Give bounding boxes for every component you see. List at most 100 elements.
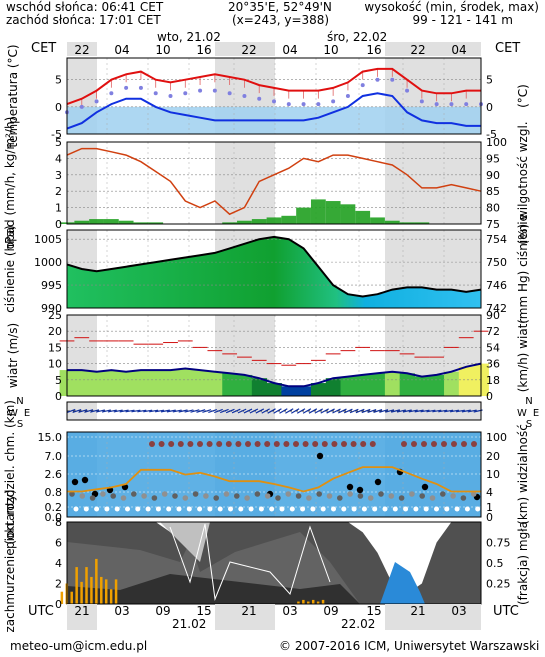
fog-bar-16-0 [297,601,300,604]
wdir-arrow-47 [343,408,353,414]
wind-right-tick-5: 0 [486,390,493,403]
cloudbase-high-dot-1 [158,441,165,447]
vis-left-tick-1: 7.0 [45,450,63,463]
perceived-point-20 [360,83,365,88]
wdir-arrow-29 [237,408,247,414]
precip-bar-18 [325,201,341,224]
wind-bar-25 [429,374,445,396]
tz-label-right: CET [495,41,520,56]
cloudbase-ground-dot-30 [382,506,388,512]
wind-right-tick-3: 36 [486,358,500,371]
fog-bar-16-2 [307,601,310,604]
cloudbase-ground-dot-8 [155,506,161,512]
cloudbase-mid-dot-11 [182,495,189,501]
temp-left-tick-1: 0 [55,101,62,114]
perceived-point-5 [138,85,143,90]
cloudbase-high-dot-19 [331,441,338,447]
top-tick-3: 16 [196,43,211,57]
compass-n-1: N [525,396,532,407]
footer-email[interactable]: meteo-um@icm.edu.pl [10,639,148,653]
cloudbase-ground-dot-37 [454,506,460,512]
compass-s-1: S [526,419,532,430]
temp-left-tick-2: -5 [51,128,62,141]
cloudbase-ground-dot-29 [372,506,378,512]
prec-left-tick-4: 1 [55,202,62,215]
perceived-point-19 [345,94,350,98]
precip-bar-2 [89,219,104,224]
wdir-arrow-3 [84,409,94,413]
cloudbase-ground-dot-26 [341,506,347,512]
precip-bar-14 [266,217,282,224]
cloudbase-ground-dot-31 [392,506,398,512]
cloud-left-tick-2: 4 [55,557,62,570]
cloudbase-low-dot-11 [421,483,429,491]
precip-bar-19 [340,204,356,224]
day2-label: śro, 22.02 [327,30,387,44]
wdir-arrow-22 [196,409,206,413]
vis-right-tick-4: 1 [486,501,493,514]
cloudbase-ground-dot-23 [310,506,316,512]
wdir-arrow-16 [160,409,170,413]
sunset-text: zachód słońca: 17:01 CET [6,13,161,27]
cloudbase-low-dot-6 [316,452,324,460]
wdir-frame [66,401,482,421]
wind-left-tick-1: 20 [48,325,62,338]
wdir-arrow-66 [455,409,465,413]
fog-bar-1-1 [80,581,83,604]
perceived-point-11 [227,91,232,96]
cloudbase-ground-dot-13 [207,506,213,512]
cloudbase-mid-dot-26 [337,495,343,501]
cloudbase-ground-dot-7 [145,506,151,512]
wind-bar-8 [177,368,194,396]
perceived-point-4 [124,85,129,90]
cloudbase-ground-dot-17 [248,506,254,512]
cloudbase-high-dot-8 [225,441,232,447]
wdir-arrow-4 [90,409,100,413]
compass-e-1: E [533,408,539,419]
cloudbase-high-dot-6 [206,441,213,447]
cloudbase-ground-dot-36 [444,506,450,512]
cloudbase-high-dot-12 [264,441,271,447]
wdir-arrow-12 [137,409,147,413]
cloudbase-mid-dot-5 [120,495,127,501]
vis-right-tick-1: 20 [486,450,500,463]
wdir-arrow-26 [219,408,229,414]
cloudbase-mid-dot-39 [470,491,477,497]
cloudbase-high-dot-b-6 [461,441,467,447]
wdir-arrow-18 [172,409,182,413]
prec-right-tick-1: 95 [486,152,500,165]
perceived-point-8 [183,91,188,96]
cloud-left-tick-0: 8 [55,516,62,529]
cloudbase-mid-dot-14 [213,495,219,501]
cloudbase-high-dot-21 [350,441,357,447]
wind-bar-21 [370,373,386,396]
cloudbase-high-dot-b-3 [431,441,437,447]
perceived-point-17 [316,102,321,107]
cloudbase-mid-dot-27 [347,491,353,497]
cloudbase-high-dot-b-7 [471,441,477,447]
perceived-point-13 [257,96,262,101]
wind-speed-line [67,362,482,388]
cloudbase-ground-dot-6 [135,506,141,512]
wind-bar-27 [458,366,475,396]
precip-bar-22 [384,220,400,224]
pres-left-tick-3: 990 [41,302,62,315]
cloudbase-ground-dot-3 [104,506,110,512]
precip-bar-15 [281,215,297,224]
wdir-arrow-57 [402,409,412,413]
cloudbase-mid-dot-4 [110,493,116,499]
wdir-night-band-1 [215,402,275,420]
wdir-arrow-28 [231,408,241,414]
fog-bar-3-1 [109,589,113,604]
wdir-arrow-43 [320,408,329,414]
wdir-arrow-19 [178,409,188,413]
cloudbase-high-dot-3 [177,441,184,447]
cloud-trace-line [169,523,331,601]
wind-right-tick-4: 18 [486,374,500,387]
vis-left-tick-0: 15.0 [38,431,63,444]
precip-bar-5 [133,222,149,224]
top-tick-8: 22 [410,43,425,57]
cloudbase-high-dot-18 [321,441,328,447]
precip-left-label: opad (mm/h, kg/m²/h) [3,117,17,250]
